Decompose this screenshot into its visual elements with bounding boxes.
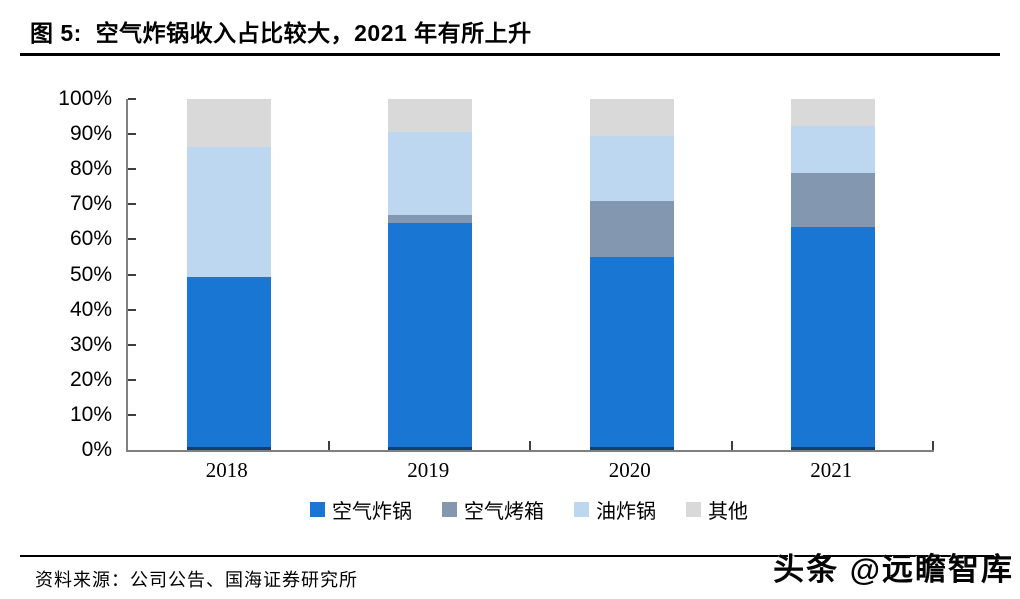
figure-title: 图 5: 空气炸锅收入占比较大，2021 年有所上升 (30, 20, 532, 46)
y-axis-tick (128, 238, 136, 241)
y-axis-tick-label: 70% (69, 192, 112, 216)
legend-swatch (686, 502, 701, 517)
y-axis-tick (128, 273, 136, 276)
y-axis-tick (128, 203, 136, 206)
x-axis-labels: 2018 2019 2020 2021 (126, 458, 932, 486)
y-axis-tick-label: 40% (69, 297, 112, 321)
plot-area (126, 98, 934, 452)
y-axis-tick-label: 0% (81, 438, 112, 461)
bar-segment-其他 (186, 99, 271, 148)
bar-segment-油炸锅 (791, 125, 876, 174)
bar-segment-空气炸锅 (186, 277, 271, 450)
x-axis-tick (730, 441, 733, 450)
y-axis-tick-label: 50% (69, 262, 112, 286)
legend-label: 空气炸锅 (332, 501, 412, 523)
legend-swatch (442, 502, 457, 517)
y-axis-tick (128, 308, 136, 311)
bar-segment-空气烤箱 (589, 201, 674, 257)
x-axis-label-2018: 2018 (205, 458, 248, 482)
bar-segment-空气炸锅 (388, 222, 473, 450)
legend-swatch (574, 502, 589, 517)
y-axis-tick-label: 100% (58, 87, 112, 110)
stacked-bar-2018 (186, 99, 271, 450)
y-axis-tick-label: 90% (69, 122, 112, 146)
y-axis-tick (128, 343, 136, 346)
y-axis-tick (128, 413, 136, 416)
stacked-bar-2020 (589, 99, 674, 450)
bar-segment-其他 (791, 99, 876, 126)
title-divider (20, 53, 1000, 56)
y-axis-tick (128, 168, 136, 171)
stacked-bar-2019 (388, 99, 473, 450)
y-axis-tick (128, 98, 136, 100)
x-axis-tick (932, 441, 934, 450)
y-axis-tick-label: 20% (69, 367, 112, 391)
chart-legend: 空气炸锅 空气烤箱 油炸锅 其他 (126, 495, 932, 524)
source-note: 资料来源：公司公告、国海证券研究所 (35, 570, 358, 590)
legend-label: 空气烤箱 (464, 501, 544, 523)
legend-item-空气炸锅: 空气炸锅 (310, 495, 412, 524)
legend-swatch (310, 502, 325, 517)
footer-divider (20, 555, 1000, 557)
legend-item-油炸锅: 油炸锅 (574, 495, 656, 524)
legend-item-其他: 其他 (686, 495, 748, 524)
bar-segment-油炸锅 (186, 147, 271, 278)
watermark: 头条 @远瞻智库 (773, 552, 1014, 587)
legend-label: 油炸锅 (596, 501, 656, 523)
y-axis-tick-label: 10% (69, 402, 112, 426)
x-axis-label-2021: 2021 (810, 458, 853, 482)
bar-segment-其他 (388, 99, 473, 132)
bar-segment-空气炸锅 (589, 256, 674, 450)
bar-segment-空气烤箱 (388, 214, 473, 223)
bar-segment-空气烤箱 (791, 173, 876, 228)
y-axis-tick (128, 378, 136, 381)
bar-segment-油炸锅 (589, 135, 674, 202)
stacked-bar-2021 (791, 99, 876, 450)
x-axis-label-2020: 2020 (608, 458, 651, 482)
x-axis-tick (327, 441, 330, 450)
legend-label: 其他 (708, 501, 748, 523)
y-axis-tick-label: 80% (69, 157, 112, 181)
y-axis-tick-label: 60% (69, 227, 112, 251)
bar-segment-其他 (589, 99, 674, 136)
x-axis-label-2019: 2019 (407, 458, 450, 482)
legend-item-空气烤箱: 空气烤箱 (442, 495, 544, 524)
x-axis-tick (529, 441, 531, 450)
bar-segment-空气炸锅 (791, 227, 876, 450)
bar-segment-油炸锅 (388, 131, 473, 215)
y-axis-tick-label: 30% (69, 332, 112, 356)
y-axis-tick (128, 133, 136, 136)
